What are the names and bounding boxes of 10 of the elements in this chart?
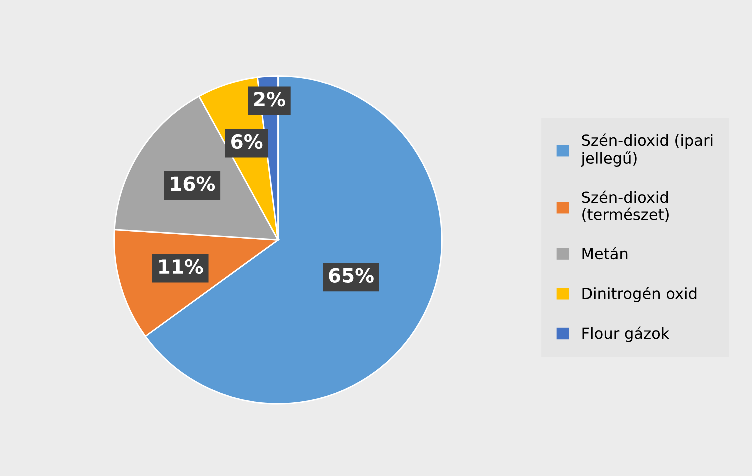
legend-label: Dinitrogén oxid: [582, 287, 697, 302]
data-label: 65%: [329, 268, 374, 283]
data-label: 16%: [171, 176, 216, 192]
legend-label: Flour gázok: [582, 326, 670, 342]
legend-label: Metán: [582, 247, 628, 260]
legend-label: Szén-dioxid (természet): [582, 190, 669, 222]
data-label: 2%: [254, 92, 286, 107]
legend-label: Szén-dioxid (ipari jellegű): [581, 134, 713, 167]
data-label: 11%: [160, 259, 204, 274]
data-label: 6%: [232, 134, 263, 150]
